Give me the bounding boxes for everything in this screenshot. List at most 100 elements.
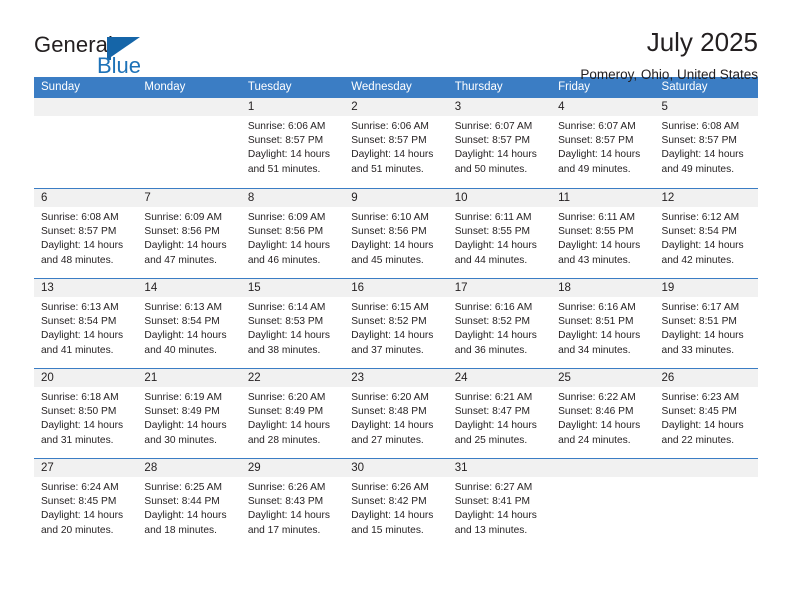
daylight-text: Daylight: 14 hours and 40 minutes. [144, 330, 227, 356]
calendar-day-cell[interactable]: 2 Sunrise: 6:06 AM Sunset: 8:57 PM Daylight… [344, 98, 448, 188]
calendar-day-cell[interactable]: 3 Sunrise: 6:07 AM Sunset: 8:57 PM Daylight… [447, 98, 552, 188]
sunset-text: Sunset: 8:52 PM [454, 316, 531, 328]
sunrise-text: Sunrise: 6:18 AM [41, 392, 119, 403]
calendar-day-cell[interactable]: 12 Sunrise: 6:12 AM Sunset: 8:54 PM Dayligh… [654, 189, 758, 278]
day-number: 22 [240, 369, 345, 387]
sunrise-text: Sunrise: 6:25 AM [144, 482, 223, 493]
day-sun-info: Sunrise: 6:12 AM Sunset: 8:54 PM Daylight:… [655, 207, 758, 268]
day-number: 12 [654, 189, 758, 207]
weekday-header-thursday: Thursday [454, 81, 503, 93]
sunset-text: Sunset: 8:57 PM [247, 135, 324, 147]
day-number: 19 [654, 279, 758, 297]
calendar-day-cell[interactable]: 20 Sunrise: 6:18 AM Sunset: 8:50 PM Dayligh… [34, 369, 138, 458]
sunset-text: Sunset: 8:47 PM [454, 406, 531, 418]
sunset-text: Sunset: 8:51 PM [661, 316, 737, 328]
calendar-day-cell[interactable]: 23 Sunrise: 6:20 AM Sunset: 8:48 PM Dayligh… [344, 369, 448, 458]
day-sun-info: Sunrise: 6:25 AM Sunset: 8:44 PM Daylight:… [137, 477, 240, 538]
calendar-day-cell[interactable]: 18 Sunrise: 6:16 AM Sunset: 8:51 PM Dayligh… [551, 279, 655, 368]
daylight-text: Daylight: 14 hours and 20 minutes. [41, 510, 124, 536]
day-number: 10 [447, 189, 552, 207]
weekday-header-tuesday: Tuesday [247, 81, 292, 93]
daylight-text: Daylight: 14 hours and 37 minutes. [351, 330, 434, 356]
day-sun-info: Sunrise: 6:18 AM Sunset: 8:50 PM Daylight:… [34, 387, 137, 448]
calendar-day-cell[interactable]: 6 Sunrise: 6:08 AM Sunset: 8:57 PM Daylight… [34, 189, 138, 278]
sunrise-text: Sunrise: 6:09 AM [247, 212, 326, 223]
calendar-day-cell[interactable]: 9 Sunrise: 6:10 AM Sunset: 8:56 PM Daylight… [344, 189, 448, 278]
calendar-day-cell[interactable]: 4 Sunrise: 6:07 AM Sunset: 8:57 PM Daylight… [551, 98, 655, 188]
sunset-text: Sunset: 8:45 PM [41, 496, 117, 508]
day-number: 18 [551, 279, 655, 297]
day-number: 25 [551, 369, 655, 387]
page-header: General Blue July 2025 Pomeroy, Ohio, Un… [34, 0, 758, 82]
calendar-day-cell[interactable]: 5 Sunrise: 6:08 AM Sunset: 8:57 PM Daylight… [654, 98, 758, 188]
day-number: 15 [240, 279, 345, 297]
calendar-day-cell[interactable]: 17 Sunrise: 6:16 AM Sunset: 8:52 PM Dayligh… [447, 279, 552, 368]
sunrise-text: Sunrise: 6:24 AM [41, 482, 119, 493]
sunset-text: Sunset: 8:49 PM [247, 406, 324, 418]
daylight-text: Daylight: 14 hours and 24 minutes. [558, 420, 641, 446]
weekday-header-sunday: Sunday [41, 81, 81, 93]
calendar-day-cell[interactable]: 29 Sunrise: 6:26 AM Sunset: 8:43 PM Dayligh… [240, 459, 345, 548]
day-sun-info: Sunrise: 6:09 AM Sunset: 8:56 PM Daylight:… [241, 207, 344, 268]
sunrise-text: Sunrise: 6:07 AM [558, 121, 636, 132]
calendar-day-cell[interactable]: 24 Sunrise: 6:21 AM Sunset: 8:47 PM Dayligh… [447, 369, 552, 458]
calendar-day-cell[interactable]: 11 Sunrise: 6:11 AM Sunset: 8:55 PM Dayligh… [551, 189, 655, 278]
calendar-day-cell[interactable]: 21 Sunrise: 6:19 AM Sunset: 8:49 PM Dayligh… [137, 369, 241, 458]
sunrise-text: Sunrise: 6:14 AM [247, 302, 326, 313]
day-number: 17 [447, 279, 552, 297]
sunrise-text: Sunrise: 6:17 AM [661, 302, 740, 313]
calendar-day-cell[interactable]: 30 Sunrise: 6:26 AM Sunset: 8:42 PM Dayligh… [344, 459, 448, 548]
sunset-text: Sunset: 8:57 PM [661, 135, 737, 147]
calendar-day-cell[interactable]: 19 Sunrise: 6:17 AM Sunset: 8:51 PM Dayligh… [654, 279, 758, 368]
daylight-text: Daylight: 14 hours and 45 minutes. [351, 240, 434, 266]
sunset-text: Sunset: 8:57 PM [558, 135, 634, 147]
calendar-day-cell[interactable]: 26 Sunrise: 6:23 AM Sunset: 8:45 PM Dayligh… [654, 369, 758, 458]
calendar-day-cell[interactable]: 31 Sunrise: 6:27 AM Sunset: 8:41 PM Dayligh… [447, 459, 552, 548]
calendar-day-cell[interactable]: 22 Sunrise: 6:20 AM Sunset: 8:49 PM Dayligh… [240, 369, 345, 458]
sunrise-text: Sunrise: 6:16 AM [558, 302, 636, 313]
daylight-text: Daylight: 14 hours and 50 minutes. [454, 149, 537, 175]
sunrise-text: Sunrise: 6:20 AM [351, 392, 429, 403]
calendar-day-cell[interactable]: 15 Sunrise: 6:14 AM Sunset: 8:53 PM Dayligh… [240, 279, 345, 368]
calendar-day-cell[interactable]: 14 Sunrise: 6:13 AM Sunset: 8:54 PM Dayligh… [137, 279, 241, 368]
calendar-day-cell[interactable]: 13 Sunrise: 6:13 AM Sunset: 8:54 PM Dayligh… [34, 279, 138, 368]
day-sun-info: Sunrise: 6:22 AM Sunset: 8:46 PM Daylight:… [551, 387, 654, 448]
calendar-day-cell[interactable]: 8 Sunrise: 6:09 AM Sunset: 8:56 PM Daylight… [240, 189, 345, 278]
calendar-day-cell[interactable]: 28 Sunrise: 6:25 AM Sunset: 8:44 PM Dayligh… [137, 459, 241, 548]
calendar-day-cell[interactable]: 25 Sunrise: 6:22 AM Sunset: 8:46 PM Dayligh… [551, 369, 655, 458]
sunset-text: Sunset: 8:51 PM [558, 316, 634, 328]
sunset-text: Sunset: 8:50 PM [41, 406, 117, 418]
day-number [34, 98, 138, 116]
calendar-day-cell[interactable]: 10 Sunrise: 6:11 AM Sunset: 8:55 PM Dayligh… [447, 189, 552, 278]
daylight-text: Daylight: 14 hours and 41 minutes. [41, 330, 124, 356]
general-blue-logo[interactable]: General Blue [34, 26, 184, 84]
sunset-text: Sunset: 8:57 PM [351, 135, 427, 147]
daylight-text: Daylight: 14 hours and 49 minutes. [558, 149, 641, 175]
sunrise-text: Sunrise: 6:27 AM [454, 482, 533, 493]
day-number: 16 [344, 279, 448, 297]
calendar-day-cell[interactable]: 7 Sunrise: 6:09 AM Sunset: 8:56 PM Daylight… [137, 189, 241, 278]
sunset-text: Sunset: 8:48 PM [351, 406, 427, 418]
day-sun-info: Sunrise: 6:14 AM Sunset: 8:53 PM Daylight:… [241, 297, 344, 358]
day-number: 5 [654, 98, 758, 116]
day-sun-info: Sunrise: 6:07 AM Sunset: 8:57 PM Daylight:… [551, 116, 654, 177]
day-number: 29 [240, 459, 345, 477]
calendar-day-cell[interactable]: 1 Sunrise: 6:06 AM Sunset: 8:57 PM Daylight… [240, 98, 345, 188]
daylight-text: Daylight: 14 hours and 34 minutes. [558, 330, 641, 356]
day-sun-info: Sunrise: 6:27 AM Sunset: 8:41 PM Daylight:… [448, 477, 551, 538]
calendar-day-cell[interactable]: 27 Sunrise: 6:24 AM Sunset: 8:45 PM Dayligh… [34, 459, 138, 548]
calendar-grid: Sunday Monday Tuesday Wednesday Thursday… [34, 77, 758, 548]
sunrise-text: Sunrise: 6:16 AM [454, 302, 533, 313]
calendar-day-cell-empty [654, 459, 758, 548]
daylight-text: Daylight: 14 hours and 47 minutes. [144, 240, 227, 266]
calendar-week-row: 13 Sunrise: 6:13 AM Sunset: 8:54 PM Dayligh… [34, 278, 758, 368]
sunrise-text: Sunrise: 6:09 AM [144, 212, 223, 223]
day-number: 27 [34, 459, 138, 477]
daylight-text: Daylight: 14 hours and 18 minutes. [144, 510, 227, 536]
sunset-text: Sunset: 8:57 PM [41, 226, 117, 238]
day-sun-info: Sunrise: 6:20 AM Sunset: 8:48 PM Daylight:… [344, 387, 447, 448]
calendar-day-cell[interactable]: 16 Sunrise: 6:15 AM Sunset: 8:52 PM Dayligh… [344, 279, 448, 368]
day-sun-info: Sunrise: 6:13 AM Sunset: 8:54 PM Daylight:… [137, 297, 240, 358]
day-number: 6 [34, 189, 138, 207]
